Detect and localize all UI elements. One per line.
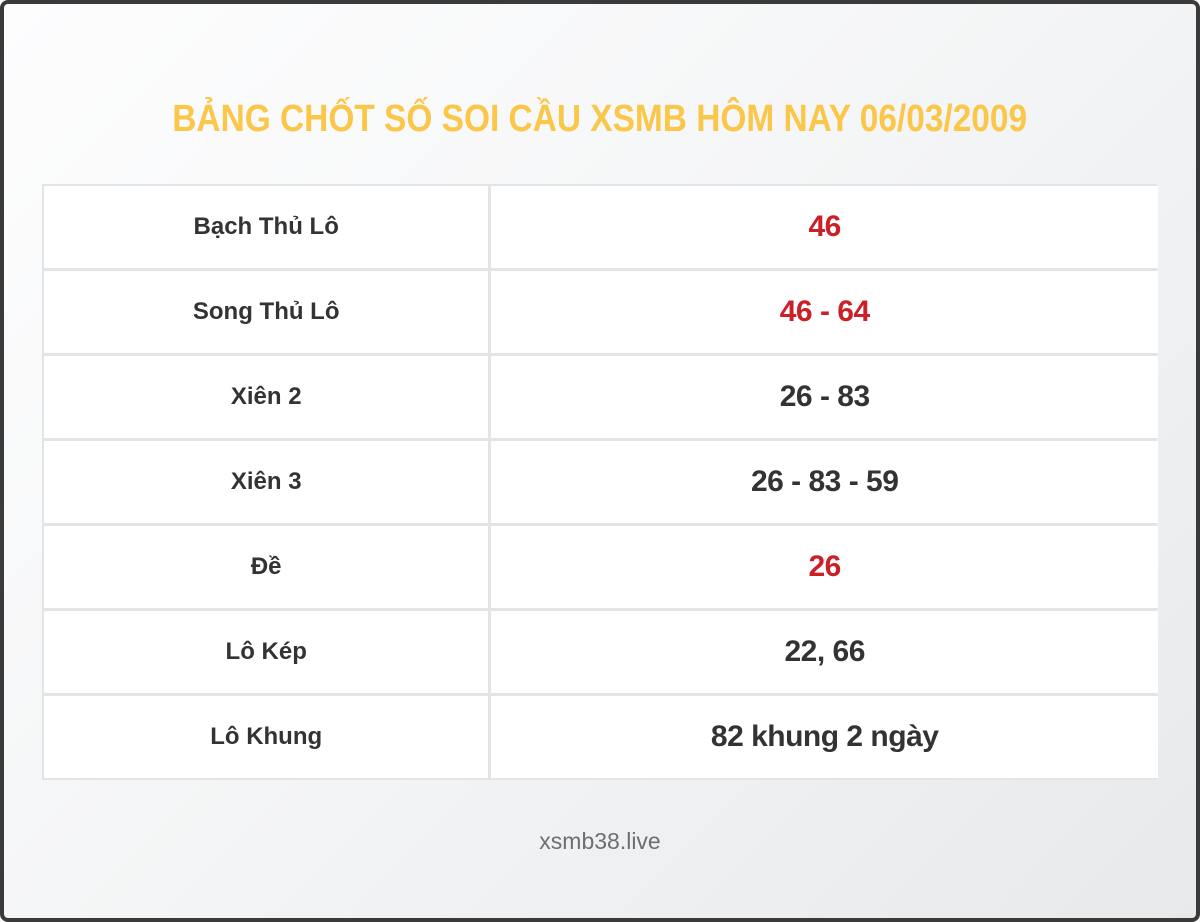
row-value: 22, 66 <box>491 611 1158 693</box>
row-value: 26 - 83 - 59 <box>491 441 1158 523</box>
site-watermark: xsmb38.live <box>539 828 661 854</box>
page-title: BẢNG CHỐT SỐ SOI CẦU XSMB HÔM NAY 06/03/… <box>4 98 1196 141</box>
row-label: Lô Khung <box>44 696 489 778</box>
row-value: 82 khung 2 ngày <box>491 696 1158 778</box>
row-value: 46 - 64 <box>491 271 1158 353</box>
row-label: Xiên 2 <box>44 356 489 438</box>
row-value: 26 - 83 <box>491 356 1158 438</box>
row-label: Lô Kép <box>44 611 489 693</box>
row-label: Đề <box>44 526 489 608</box>
prediction-table: Bạch Thủ Lô 46 Song Thủ Lô 46 - 64 Xiên 2 26 … <box>42 184 1158 780</box>
row-value: 46 <box>491 186 1158 268</box>
row-value: 26 <box>491 526 1158 608</box>
row-label: Xiên 3 <box>44 441 489 523</box>
row-label: Song Thủ Lô <box>44 271 489 353</box>
page-title-text: BẢNG CHỐT SỐ SOI CẦU XSMB HÔM NAY 06/03/… <box>172 98 1028 140</box>
row-label: Bạch Thủ Lô <box>44 186 489 268</box>
